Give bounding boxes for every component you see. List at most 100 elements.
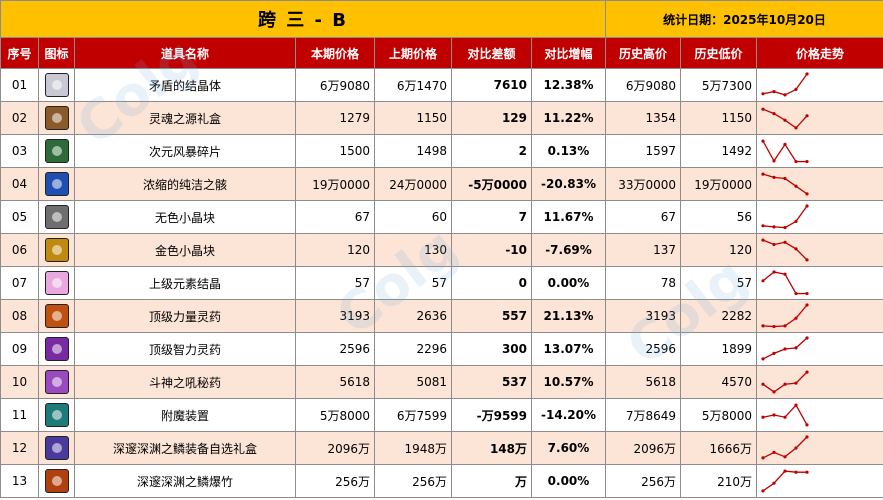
previous-price: 60 [374, 200, 452, 234]
sparkline-line [762, 371, 808, 393]
trend-cell [755, 431, 883, 465]
price-sparkline [761, 435, 809, 460]
sparkline-point [761, 172, 765, 176]
header-no: 序号 [0, 37, 39, 69]
sparkline-point [761, 224, 765, 228]
chest-icon [44, 436, 69, 460]
previous-price: 6万1470 [374, 68, 452, 102]
history-high: 3193 [605, 299, 681, 333]
sparkline-point [794, 291, 798, 296]
sparkline-point [805, 192, 809, 196]
shard-icon [44, 139, 69, 163]
sparkline-line [762, 73, 808, 96]
history-high: 5618 [605, 365, 681, 399]
price-diff: 2 [451, 134, 532, 168]
table-row: 08 顶级力量灵药 3193 2636 557 21.13% 3193 2282 [0, 299, 883, 333]
icon-cell [38, 365, 75, 399]
history-low: 5万8000 [680, 398, 757, 432]
trend-cell [755, 101, 883, 135]
sparkline-point [772, 324, 776, 329]
trend-cell [755, 464, 883, 498]
history-low: 120 [680, 233, 757, 267]
price-sparkline [761, 72, 809, 97]
cube-icon [44, 205, 69, 229]
price-sparkline [761, 370, 809, 394]
price-diff: 148万 [451, 431, 532, 465]
price-diff: 0 [451, 266, 532, 300]
sparkline-point [805, 303, 809, 307]
sparkline-line [762, 205, 808, 229]
price-sparkline [761, 336, 809, 361]
icon-cell [38, 200, 75, 234]
trend-cell [755, 134, 883, 168]
previous-price: 1498 [374, 134, 452, 168]
item-name: 顶级智力灵药 [74, 332, 296, 366]
price-sparkline [761, 107, 809, 130]
sparkline-point [805, 423, 809, 427]
sparkline-point [794, 126, 798, 130]
history-high: 6万9080 [605, 68, 681, 102]
previous-price: 24万0000 [374, 167, 452, 201]
table-row: 04 浓缩的纯洁之骸 19万0000 24万0000 -5万0000 -20.83% 33万… [0, 167, 883, 201]
row-no: 08 [0, 299, 39, 333]
sparkline-point [794, 159, 798, 164]
history-high: 78 [605, 266, 681, 300]
sparkline-point [783, 93, 787, 97]
table-row: 05 无色小晶块 67 60 7 11.67% 67 56 [0, 200, 883, 234]
price-pct: 12.38% [531, 68, 606, 102]
sparkline-point [794, 381, 798, 385]
current-price: 2596 [295, 332, 375, 366]
trend-cell [755, 332, 883, 366]
trend-cell [755, 398, 883, 432]
price-pct: 0.13% [531, 134, 606, 168]
price-diff: -万9599 [451, 398, 532, 432]
sparkline-line [762, 470, 807, 492]
sparkline-point [783, 225, 787, 230]
sparkline-point [761, 107, 765, 111]
current-price: 1279 [295, 101, 375, 135]
sparkline-point [761, 139, 765, 143]
header-low: 历史低价 [680, 37, 757, 69]
sparkline-point [772, 90, 776, 94]
icon-cell [38, 431, 75, 465]
history-low: 19万0000 [680, 167, 757, 201]
row-no: 10 [0, 365, 39, 399]
price-diff: 万 [451, 464, 532, 498]
sparkline-point [783, 176, 787, 181]
price-pct: 0.00% [531, 464, 606, 498]
history-high: 7万8649 [605, 398, 681, 432]
history-high: 2596 [605, 332, 681, 366]
sparkline-point [805, 258, 809, 262]
price-pct: 10.57% [531, 365, 606, 399]
potion-violet-icon [44, 370, 69, 394]
icon-cell [38, 134, 75, 168]
icon-cell [38, 332, 75, 366]
sparkline-point [794, 316, 798, 320]
current-price: 5618 [295, 365, 375, 399]
table-row: 13 深邃深渊之鳞爆竹 256万 256万万 0.00% 256万 210万 [0, 464, 883, 498]
price-pct: 11.67% [531, 200, 606, 234]
sparkline-point [761, 357, 765, 361]
item-name: 次元风暴碎片 [74, 134, 296, 168]
header-prev-price: 上期价格 [374, 37, 452, 69]
icon-cell [38, 167, 75, 201]
history-low: 4570 [680, 365, 757, 399]
row-no: 09 [0, 332, 39, 366]
trend-cell [755, 299, 883, 333]
row-no: 01 [0, 68, 39, 102]
header-cur-price: 本期价格 [295, 37, 375, 69]
item-name: 深邃深渊之鳞爆竹 [74, 464, 296, 498]
sparkline-point [761, 456, 765, 460]
sparkline-point [783, 142, 787, 146]
sparkline-point [772, 450, 776, 454]
sparkline-point [772, 270, 776, 274]
sparkline-point [794, 87, 798, 91]
sparkline-point [761, 279, 765, 283]
price-diff: 557 [451, 299, 532, 333]
price-pct: 7.60% [531, 431, 606, 465]
item-name: 浓缩的纯洁之骸 [74, 167, 296, 201]
price-sparkline [761, 172, 809, 196]
device-icon [44, 403, 69, 427]
price-sparkline [761, 204, 809, 230]
